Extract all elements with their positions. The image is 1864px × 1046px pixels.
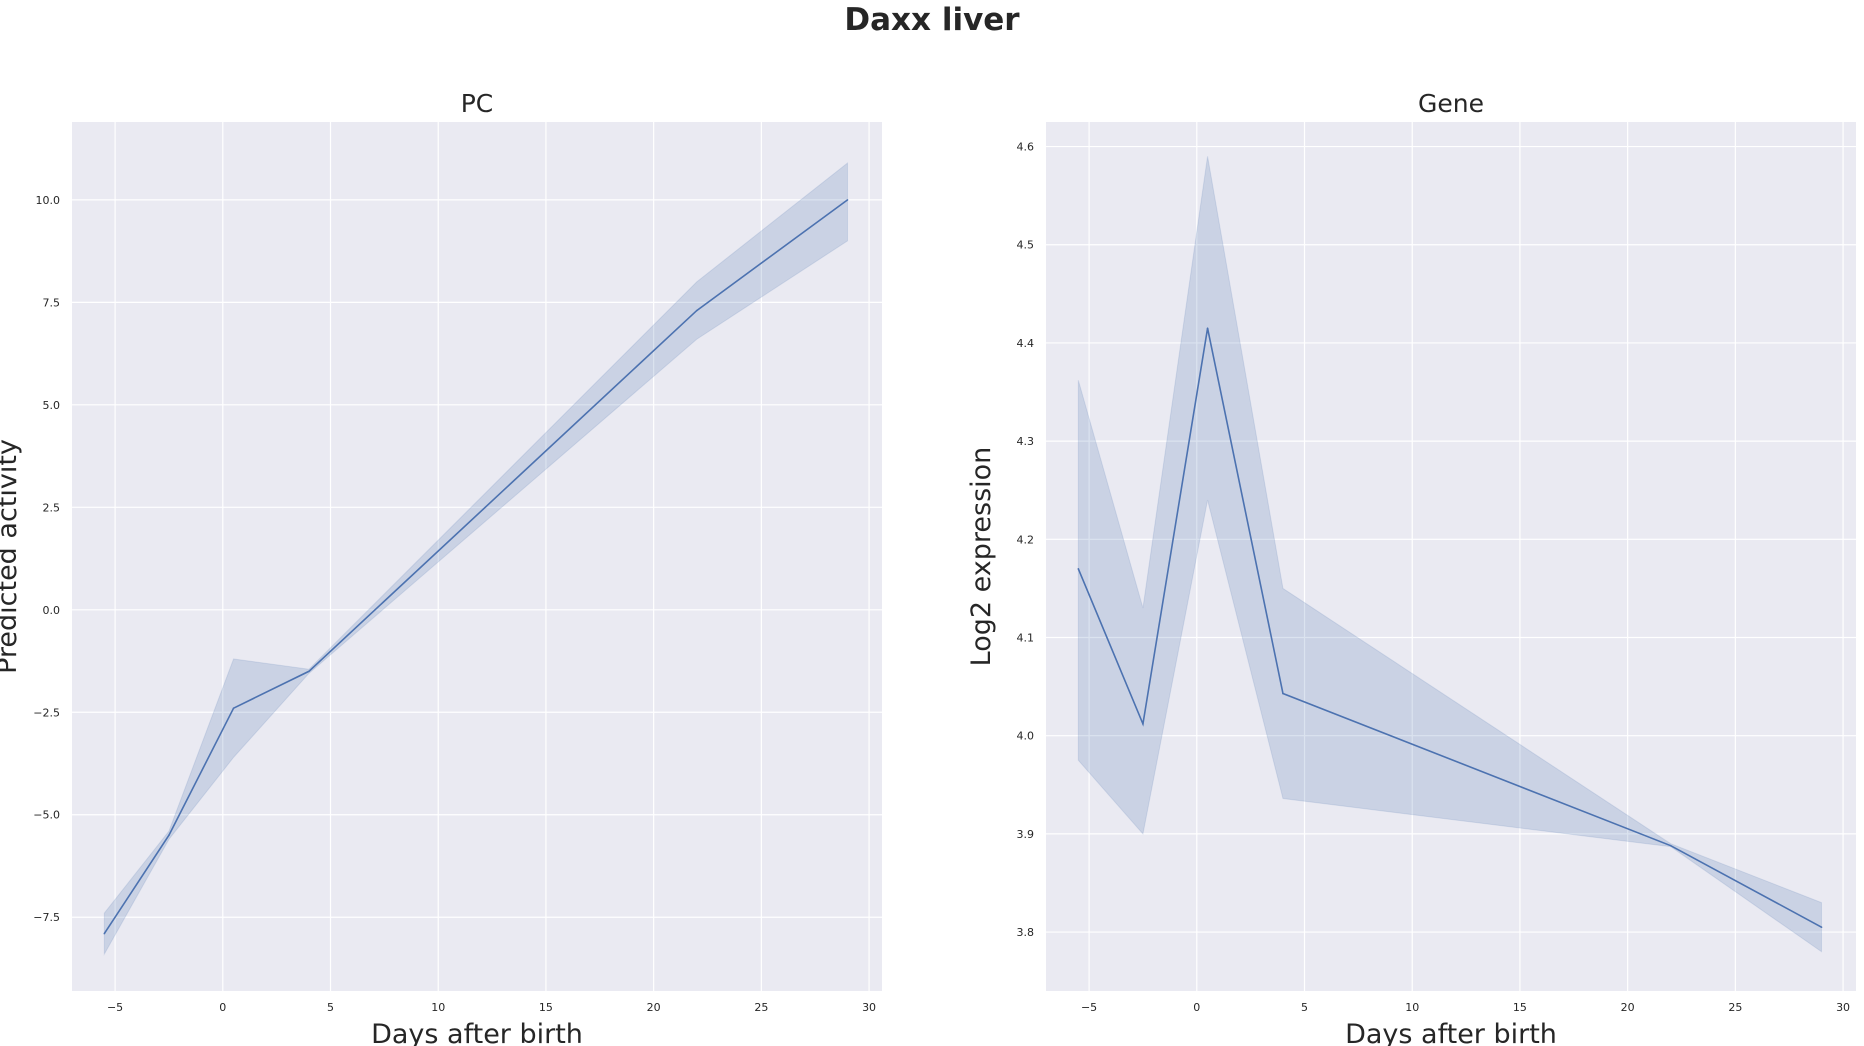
- y-tick-label: 4.1: [1017, 632, 1035, 645]
- x-tick-label: 0: [1193, 1001, 1200, 1014]
- series-line: [103, 199, 849, 935]
- y-tick-label: 3.8: [1017, 926, 1035, 939]
- x-axis-label: Days after birth: [1345, 1019, 1557, 1046]
- y-tick-label: 10.0: [36, 194, 61, 207]
- x-tick-label: 15: [1513, 1001, 1527, 1014]
- data-point: [1077, 567, 1080, 570]
- y-tick-label: 0.0: [43, 604, 61, 617]
- x-tick-label: 10: [1405, 1001, 1419, 1014]
- y-tick-label: 4.4: [1017, 337, 1035, 350]
- y-axis-label: Log2 expression: [966, 447, 997, 667]
- chart-pc: −5 0 5 10 15 20 25 30 −7.5 −5.0 −2.5 0.0 2.5 5.0 7.5 10…: [0, 89, 882, 1046]
- x-tick-label: −5: [107, 1001, 123, 1014]
- x-tick-label: 5: [1301, 1001, 1308, 1014]
- data-point: [695, 309, 698, 312]
- x-tick-label: 30: [862, 1001, 876, 1014]
- x-tick-label: 20: [1621, 1001, 1635, 1014]
- confidence-band: [103, 161, 849, 957]
- y-tick-label: 2.5: [43, 501, 61, 514]
- data-point: [846, 199, 849, 201]
- y-tick-label: 4.6: [1017, 141, 1035, 154]
- y-tick-label: 4.2: [1017, 533, 1035, 546]
- y-tick-label: −2.5: [33, 706, 60, 719]
- data-point: [1206, 327, 1209, 330]
- y-tick-label: 3.9: [1017, 828, 1035, 841]
- figure-title: Daxx liver: [844, 2, 1020, 38]
- y-tick-label: 7.5: [43, 296, 61, 309]
- y-tick-label: −5.0: [33, 809, 60, 822]
- x-tick-label: 20: [647, 1001, 661, 1014]
- y-tick-label: −7.5: [33, 911, 60, 924]
- confidence-band: [1077, 156, 1823, 953]
- data-point: [1669, 844, 1672, 847]
- x-tick-label: 25: [1728, 1001, 1742, 1014]
- plot-area: [1046, 122, 1856, 991]
- y-tick-label: 5.0: [43, 399, 61, 412]
- x-tick-label: 10: [431, 1001, 445, 1014]
- y-tick-label: 4.3: [1017, 435, 1035, 448]
- x-tick-label: 5: [327, 1001, 334, 1014]
- x-tick-label: 30: [1836, 1001, 1850, 1014]
- data-point: [1142, 723, 1144, 725]
- panel-title: PC: [461, 89, 494, 118]
- x-tick-label: 25: [754, 1001, 768, 1014]
- y-tick-label: 4.0: [1017, 730, 1035, 743]
- y-axis-label: Predicted activity: [0, 439, 23, 674]
- x-tick-label: 15: [539, 1001, 553, 1014]
- plot-area: [72, 122, 882, 991]
- data-point: [1820, 926, 1823, 928]
- x-axis-label: Days after birth: [371, 1019, 583, 1046]
- x-tick-label: 0: [219, 1001, 226, 1014]
- x-tick-label: −5: [1081, 1001, 1097, 1014]
- data-point: [103, 932, 106, 935]
- data-point: [1282, 692, 1284, 695]
- data-point: [168, 834, 170, 837]
- y-tick-label: 4.5: [1017, 239, 1035, 252]
- data-point: [232, 707, 235, 709]
- series-line: [1077, 328, 1822, 928]
- panel-title: Gene: [1418, 89, 1484, 118]
- chart-gene: −5 0 5 10 15 20 25 30 3.8 3.9 4.0 4.1 4.2 4.3 4.4 4.5 4.…: [966, 89, 1856, 1046]
- data-point: [308, 670, 310, 673]
